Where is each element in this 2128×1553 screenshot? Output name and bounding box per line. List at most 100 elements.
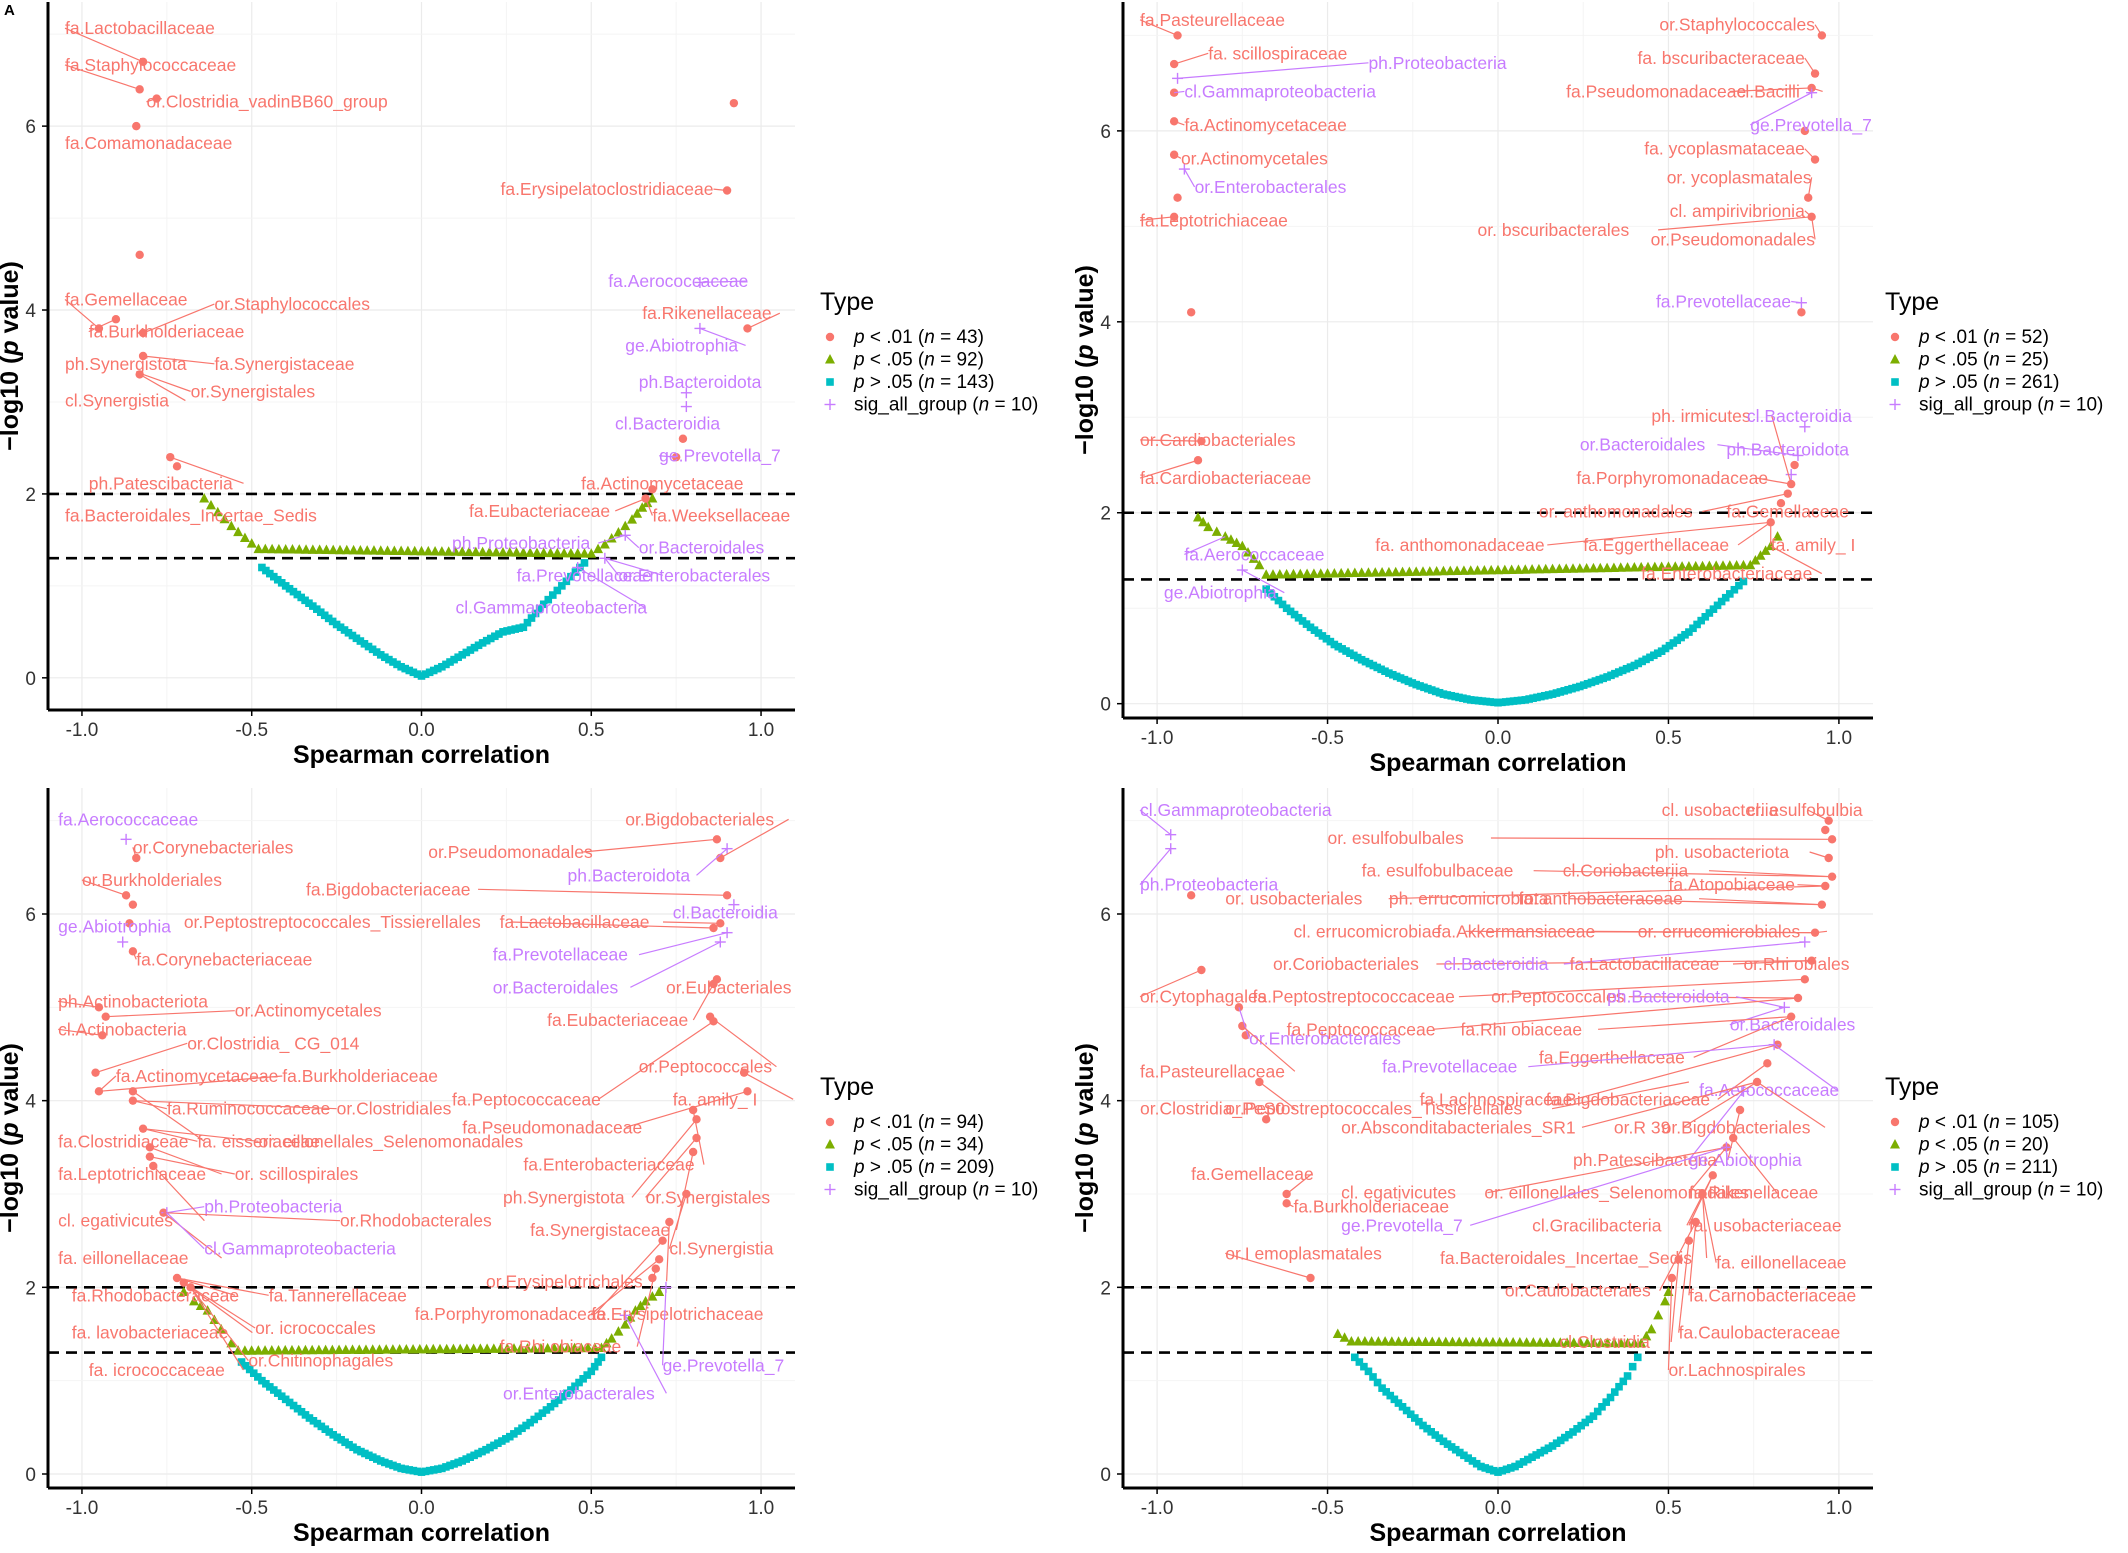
point-group <box>728 899 740 911</box>
leader-line <box>478 888 728 896</box>
point-ns <box>539 600 548 609</box>
point-ns <box>1353 653 1362 662</box>
point-p05 <box>367 1344 378 1354</box>
point-ns <box>1447 691 1456 700</box>
leader-line <box>577 566 645 608</box>
point-p05 <box>1582 1337 1593 1347</box>
x-tick-label: -1.0 <box>1141 728 1174 749</box>
point-p05 <box>635 1300 646 1310</box>
point-ns <box>1529 694 1537 703</box>
legend-text: < .05 ( <box>1930 1135 1990 1156</box>
leader-line <box>699 280 746 284</box>
point-p05 <box>205 499 216 510</box>
point-p05 <box>1520 564 1531 574</box>
leader-line <box>132 847 137 859</box>
annotation-label: fa.Bacteroidales_Incertae_Sedis <box>65 506 317 527</box>
annotation-label: or. bscuribacterales <box>1478 220 1630 240</box>
point-p05 <box>341 544 352 555</box>
point-ns <box>486 634 495 643</box>
point-p05 <box>382 545 393 555</box>
point-ns <box>1506 1464 1515 1472</box>
annotation-label: fa.Burkholderiaceae <box>89 322 245 342</box>
point-p05 <box>589 1342 600 1353</box>
legend-n: n <box>1989 327 2000 348</box>
leader-line <box>1735 996 1785 1008</box>
legend-text: > .05 ( <box>1930 1157 1990 1178</box>
point-p05 <box>1506 564 1517 574</box>
point-ns <box>293 590 302 599</box>
point-p05 <box>477 546 488 557</box>
point-p05 <box>484 546 495 557</box>
leader-line <box>1436 960 1812 965</box>
point-p05 <box>1772 531 1783 541</box>
legend-p: p <box>1918 372 1930 393</box>
x-tick-label: -1.0 <box>1141 1498 1174 1519</box>
point-p05 <box>436 546 447 556</box>
point-p05 <box>1533 563 1544 574</box>
point-ns <box>442 660 450 669</box>
leader-line <box>1432 997 1799 1030</box>
x-tick-label: 1.0 <box>748 1498 774 1519</box>
point-p05 <box>1487 1336 1498 1347</box>
annotation-label: or. eillonellales_Selenomonadales <box>1484 1183 1749 1204</box>
point-p05 <box>583 1342 594 1353</box>
point-ns <box>1599 674 1607 683</box>
point-p01 <box>1797 308 1806 317</box>
point-p05 <box>428 1343 439 1354</box>
point-ns <box>1548 1442 1557 1450</box>
point-p05 <box>549 1342 560 1353</box>
legend-text: = 209) <box>935 1157 995 1178</box>
leader-line <box>95 1042 188 1074</box>
leader-line <box>163 1212 222 1259</box>
legend-label: sig_all_group (n = 10) <box>1919 395 2103 416</box>
leader-line <box>1659 1221 1697 1291</box>
leader-line <box>1591 930 1816 934</box>
annotation-label: cl.Actinobacteria <box>58 1019 187 1039</box>
point-p05 <box>450 546 461 556</box>
point-p05 <box>1521 1337 1532 1347</box>
point-p05 <box>1458 565 1469 575</box>
point-ns <box>249 1369 258 1377</box>
point-p01 <box>1261 1115 1271 1124</box>
leader-line <box>139 373 186 402</box>
annotation-label: fa.Prevotellaceae <box>1382 1057 1517 1077</box>
point-ns <box>1653 649 1662 658</box>
legend-key <box>826 1163 834 1171</box>
annotation-label: fa.Enterobacteriaceae <box>523 1155 694 1175</box>
annotation-label: or.Clostridia_vadinBB60_group <box>146 92 387 113</box>
point-ns <box>352 634 361 643</box>
point-p05 <box>1386 1336 1397 1346</box>
point-ns <box>1634 659 1643 668</box>
point-ns <box>425 1466 434 1475</box>
leader-line <box>1139 809 1172 836</box>
point-p05 <box>1615 1337 1626 1348</box>
point-ns <box>583 1371 591 1379</box>
annotation-label: ge.Abiotrophia <box>625 335 738 355</box>
annotation-label: fa.Erysipelatoclostridiaceae <box>500 179 713 199</box>
point-ns <box>510 1430 518 1438</box>
legend-text: sig_all_group ( <box>854 1180 979 1201</box>
leader-line <box>713 188 728 192</box>
annotation-label: or.Enterobacterales <box>618 565 770 585</box>
point-ns <box>515 624 524 632</box>
point-p05 <box>360 1344 371 1354</box>
point-ns <box>1326 637 1335 646</box>
point-ns <box>1443 1440 1452 1448</box>
point-ns <box>1701 613 1710 621</box>
point-ns <box>1334 642 1343 651</box>
point-p05 <box>1514 1337 1525 1347</box>
point-p05 <box>1411 566 1422 576</box>
annotation-label: or. icrococcales <box>255 1318 376 1338</box>
annotation-label: fa.Akkermansiaceae <box>1437 921 1596 941</box>
legend-item: p < .01 (n = 43) <box>825 327 984 348</box>
point-p01 <box>1776 499 1786 508</box>
annotation-label: fa.Prevotellaceae <box>493 945 628 965</box>
point-p05 <box>421 1343 432 1354</box>
point-ns <box>364 642 373 651</box>
legend-label: p < .05 (n = 25) <box>1918 350 2049 371</box>
legend-text: = 143) <box>935 372 995 393</box>
panel-letter: A <box>4 2 15 19</box>
point-ns <box>1481 1464 1490 1472</box>
point-ns <box>254 1373 262 1381</box>
